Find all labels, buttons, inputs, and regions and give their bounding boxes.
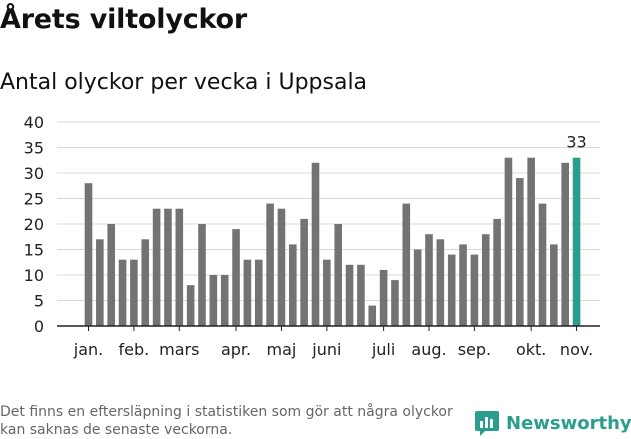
y-tick-label: 35	[24, 139, 44, 158]
x-tick-label: feb.	[119, 340, 150, 359]
bar	[289, 244, 297, 326]
bar	[254, 259, 263, 326]
bar	[561, 162, 569, 326]
bar	[232, 229, 240, 326]
bar	[425, 234, 433, 326]
y-tick-label: 20	[24, 215, 44, 234]
bar	[164, 208, 172, 326]
bar	[379, 269, 388, 326]
bar	[96, 239, 104, 326]
bar	[175, 208, 184, 326]
chart-title: Årets viltolyckor	[0, 4, 248, 35]
bar	[243, 259, 252, 326]
bar	[186, 285, 195, 326]
bar	[504, 157, 513, 326]
bar	[516, 178, 524, 326]
newsworthy-logo: Newsworthy	[474, 408, 631, 438]
y-tick-label: 30	[24, 164, 44, 183]
y-tick-label: 10	[24, 266, 44, 285]
bar	[277, 208, 286, 326]
y-tick-label: 15	[24, 241, 44, 260]
x-tick-label: jan.	[73, 340, 103, 359]
x-tick-label: juni	[311, 340, 341, 359]
bar-chart: 0 5 10 15 20 25 30 35 40 jan. feb. mars apr. maj juni…	[24, 113, 600, 359]
y-axis-ticks: 0 5 10 15 20 25 30 35 40	[24, 113, 44, 336]
bar	[413, 249, 422, 326]
bar	[198, 224, 206, 326]
bar	[527, 157, 535, 326]
bar	[209, 275, 218, 326]
x-tick-label: mars	[159, 340, 199, 359]
x-tick-label: okt.	[516, 340, 546, 359]
y-tick-label: 0	[34, 317, 44, 336]
chart-subtitle: Antal olyckor per vecka i Uppsala	[0, 70, 368, 95]
bar	[550, 244, 558, 326]
x-tick-label: juli	[371, 340, 395, 359]
last-value-label: 33	[566, 133, 586, 152]
chart-bubble-icon	[475, 411, 499, 436]
bar	[311, 162, 320, 326]
bar	[368, 305, 377, 326]
bar	[447, 254, 456, 326]
x-axis-ticks: jan. feb. mars apr. maj juni juli aug. sep. okt. n…	[73, 326, 593, 359]
x-tick-label: apr.	[221, 340, 251, 359]
x-tick-label: nov.	[560, 340, 593, 359]
bar	[323, 259, 331, 326]
bar	[152, 208, 161, 326]
y-tick-label: 25	[24, 190, 44, 209]
bar	[436, 239, 445, 326]
footnote: Det finns en eftersläpning i statistiken…	[0, 404, 453, 438]
brand-name: Newsworthy	[506, 412, 631, 434]
bar	[334, 224, 342, 326]
x-tick-label: sep.	[458, 340, 491, 359]
bar	[357, 264, 365, 326]
bar	[459, 244, 467, 326]
bar	[402, 203, 411, 326]
bar	[130, 259, 138, 326]
x-tick-label: aug.	[411, 340, 446, 359]
bar	[493, 218, 501, 326]
bar	[481, 234, 490, 326]
bar	[266, 203, 274, 326]
bar	[345, 264, 354, 326]
bar	[84, 183, 93, 326]
bar	[391, 280, 399, 326]
bar-highlight	[572, 157, 581, 326]
y-tick-label: 5	[34, 292, 44, 311]
bar	[118, 259, 127, 326]
bar	[470, 254, 479, 326]
bar	[538, 203, 547, 326]
bar	[141, 239, 150, 326]
bar	[107, 224, 115, 326]
bars	[84, 157, 581, 326]
y-tick-label: 40	[24, 113, 44, 132]
bar	[220, 275, 229, 326]
bar	[300, 218, 308, 326]
x-tick-label: maj	[267, 340, 297, 359]
